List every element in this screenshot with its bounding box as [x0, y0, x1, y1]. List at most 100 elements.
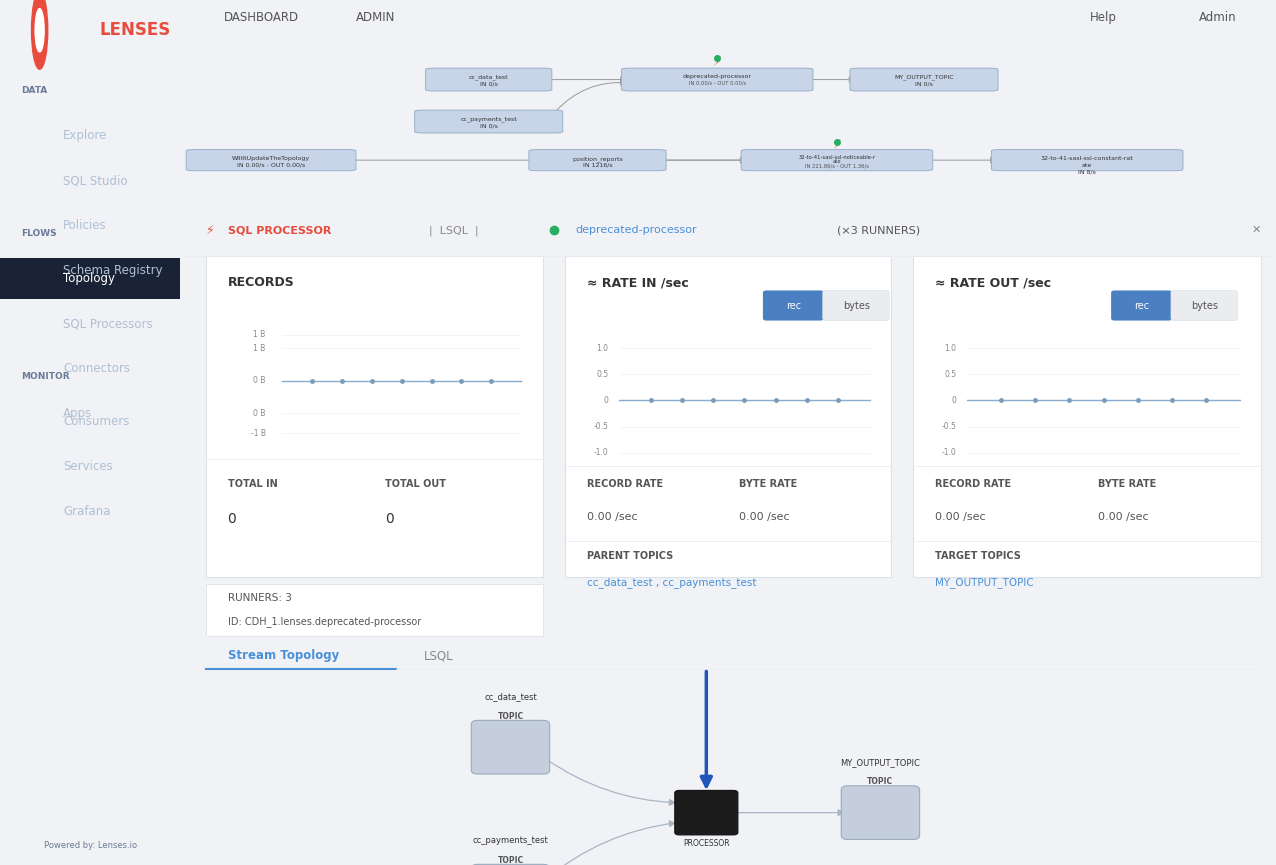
FancyBboxPatch shape — [1171, 291, 1238, 321]
Text: SQL PROCESSOR: SQL PROCESSOR — [227, 225, 330, 235]
Text: ✕: ✕ — [1252, 225, 1261, 235]
Text: Services: Services — [63, 459, 112, 473]
Text: MY_OUTPUT_TOPIC: MY_OUTPUT_TOPIC — [894, 74, 953, 80]
Text: 0.5: 0.5 — [944, 369, 957, 379]
Text: Consumers: Consumers — [63, 414, 129, 428]
Text: Stream Topology: Stream Topology — [227, 649, 338, 662]
Text: IN 0/s: IN 0/s — [480, 123, 498, 128]
Text: SQL Processors: SQL Processors — [63, 317, 153, 330]
Text: FLOWS: FLOWS — [22, 229, 57, 238]
Text: IN 0.00/s - OUT 0.00/s: IN 0.00/s - OUT 0.00/s — [689, 80, 746, 86]
Text: ⚡: ⚡ — [205, 224, 214, 237]
Text: 0: 0 — [385, 511, 394, 526]
Text: TOPIC: TOPIC — [498, 856, 523, 865]
Text: bytes: bytes — [843, 300, 870, 311]
Text: -1.0: -1.0 — [593, 448, 609, 458]
FancyBboxPatch shape — [823, 291, 889, 321]
Text: Admin: Admin — [1199, 11, 1236, 24]
Text: WillItUpdateTheTopology: WillItUpdateTheTopology — [232, 156, 310, 161]
Text: Policies: Policies — [63, 219, 107, 233]
FancyBboxPatch shape — [675, 791, 738, 835]
FancyBboxPatch shape — [186, 150, 356, 170]
Text: Explore: Explore — [63, 129, 107, 143]
Text: Apps: Apps — [63, 407, 92, 420]
Text: IN 1216/s: IN 1216/s — [583, 163, 612, 168]
Text: 0.00 /sec: 0.00 /sec — [739, 511, 790, 522]
Text: RECORD RATE: RECORD RATE — [935, 479, 1011, 489]
Text: 0: 0 — [227, 511, 236, 526]
Text: 0.00 /sec: 0.00 /sec — [1099, 511, 1148, 522]
Text: Help: Help — [1090, 11, 1116, 24]
FancyBboxPatch shape — [850, 68, 998, 91]
Text: TOTAL IN: TOTAL IN — [227, 479, 277, 489]
Text: ≈ RATE OUT /sec: ≈ RATE OUT /sec — [935, 276, 1051, 289]
Text: 1 B: 1 B — [254, 343, 265, 353]
Text: cc_data_test: cc_data_test — [484, 692, 537, 702]
FancyBboxPatch shape — [763, 291, 824, 321]
FancyBboxPatch shape — [530, 150, 666, 170]
Text: BYTE RATE: BYTE RATE — [1099, 479, 1156, 489]
Text: rec: rec — [1134, 300, 1150, 311]
Text: Topology: Topology — [63, 272, 115, 285]
Text: -1.0: -1.0 — [942, 448, 957, 458]
Text: SQL Studio: SQL Studio — [63, 174, 128, 188]
Text: PARENT TOPICS: PARENT TOPICS — [587, 551, 672, 561]
Text: 0: 0 — [604, 396, 609, 405]
Text: IN 0.00/s - OUT 0.00/s: IN 0.00/s - OUT 0.00/s — [237, 163, 305, 168]
Text: cc_data_test: cc_data_test — [468, 74, 509, 80]
Text: ⚡: ⚡ — [832, 138, 841, 151]
FancyBboxPatch shape — [991, 150, 1183, 170]
Text: IN 0/s: IN 0/s — [915, 81, 933, 86]
Text: 1.0: 1.0 — [944, 343, 957, 353]
Text: -1 B: -1 B — [250, 429, 265, 438]
Text: TOTAL OUT: TOTAL OUT — [385, 479, 447, 489]
Text: ADMIN: ADMIN — [356, 11, 394, 24]
Text: cc_data_test , cc_payments_test: cc_data_test , cc_payments_test — [587, 577, 757, 588]
Text: Connectors: Connectors — [63, 362, 130, 375]
Text: -0.5: -0.5 — [942, 422, 957, 431]
Text: 0 B: 0 B — [253, 376, 265, 385]
FancyBboxPatch shape — [565, 256, 892, 577]
Text: 0.00 /sec: 0.00 /sec — [935, 511, 985, 522]
Text: RECORD RATE: RECORD RATE — [587, 479, 662, 489]
Text: Grafana: Grafana — [63, 504, 111, 518]
Text: MY_OUTPUT_TOPIC: MY_OUTPUT_TOPIC — [935, 577, 1034, 588]
Text: TARGET TOPICS: TARGET TOPICS — [935, 551, 1021, 561]
Text: 32-to-41-sasl-ssl-constant-rat: 32-to-41-sasl-ssl-constant-rat — [1041, 156, 1133, 161]
Text: IN 8/s: IN 8/s — [1078, 170, 1096, 175]
Text: TOPIC: TOPIC — [868, 778, 893, 786]
Text: DASHBOARD: DASHBOARD — [225, 11, 299, 24]
FancyBboxPatch shape — [741, 150, 933, 170]
Text: 0 B: 0 B — [253, 409, 265, 418]
Text: TOPIC: TOPIC — [498, 712, 523, 721]
Text: RUNNERS: 3: RUNNERS: 3 — [227, 593, 291, 604]
Text: IN 0/s: IN 0/s — [480, 81, 498, 86]
FancyBboxPatch shape — [621, 68, 813, 91]
Circle shape — [32, 0, 47, 69]
Text: -0.5: -0.5 — [593, 422, 609, 431]
FancyBboxPatch shape — [1111, 291, 1173, 321]
Text: rec: rec — [786, 300, 801, 311]
Text: RECORDS: RECORDS — [227, 276, 295, 289]
Text: LENSES: LENSES — [100, 22, 170, 39]
Text: Schema Registry: Schema Registry — [63, 264, 162, 278]
Text: cc_payments_test: cc_payments_test — [472, 836, 549, 845]
Text: 0.00 /sec: 0.00 /sec — [587, 511, 637, 522]
FancyBboxPatch shape — [205, 584, 544, 636]
Bar — [0, 258, 180, 299]
Text: 0.5: 0.5 — [596, 369, 609, 379]
Text: MONITOR: MONITOR — [22, 372, 70, 381]
Text: cc_payments_test: cc_payments_test — [461, 117, 517, 122]
Text: bytes: bytes — [1192, 300, 1219, 311]
Text: ID: CDH_1.lenses.deprecated-processor: ID: CDH_1.lenses.deprecated-processor — [227, 617, 421, 627]
FancyBboxPatch shape — [205, 256, 544, 577]
Text: ⚡: ⚡ — [713, 54, 722, 67]
Text: ate: ate — [1082, 163, 1092, 168]
Text: |  LSQL  |: | LSQL | — [429, 225, 478, 235]
Text: deprecated-processor: deprecated-processor — [683, 74, 752, 79]
Text: 0: 0 — [952, 396, 957, 405]
Text: 1 B: 1 B — [254, 330, 265, 339]
Text: IN 221.86/s - OUT 1.36/s: IN 221.86/s - OUT 1.36/s — [805, 163, 869, 169]
Text: MY_OUTPUT_TOPIC: MY_OUTPUT_TOPIC — [841, 758, 920, 767]
Text: ≈ RATE IN /sec: ≈ RATE IN /sec — [587, 276, 688, 289]
